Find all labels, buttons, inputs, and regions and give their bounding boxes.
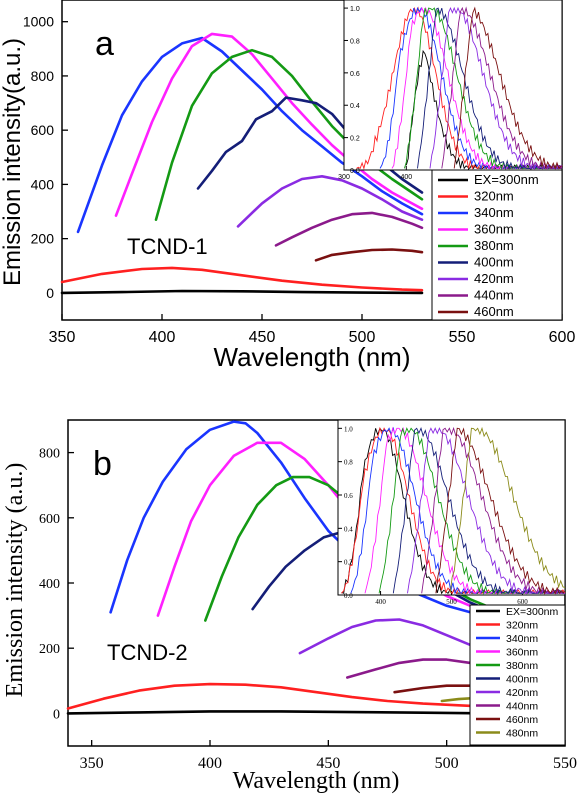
y-tick-label: 0 [53,707,60,722]
x-tick-label: 450 [316,755,340,772]
y-tick-label: 0 [46,285,54,301]
inset-x-tick-label: 300 [338,174,350,181]
panel-a: 0 200 400 600 800 1000 350 400 450 500 550 600 a T… [0,0,575,372]
inset-y-tick-label: 0.8 [344,459,353,467]
legend-entry-label: 480nm [506,728,538,740]
x-tick-label: 350 [80,755,104,772]
panel-a-x-axis-label: Wavelength (nm) [214,342,411,372]
series-line-ex-300nm [66,710,496,715]
panel-a-x-ticks: 350 400 450 500 550 600 [49,314,576,346]
legend-entry-label: 320nm [474,189,514,204]
series-line-340nm [76,36,424,234]
series-line-360nm [114,32,424,217]
x-tick-label: 350 [49,329,76,346]
y-tick-label: 600 [31,122,55,138]
legend-entry-label: 340nm [506,633,538,645]
y-tick-label: 800 [31,68,55,84]
panel-b-y-axis-label: Emission intensity (a.u.) [2,463,28,698]
legend-entry-label: 400nm [474,255,514,270]
inset-x-tick-label: 500 [446,598,457,606]
series-line-420nm [236,175,424,228]
y-tick-label: 400 [31,176,55,192]
series-line-440nm [274,211,424,247]
inset-normalized-curve [421,426,565,595]
series-line-320nm [60,266,424,292]
panel-b-x-ticks: 350 400 450 500 550 [80,740,577,772]
legend-entry-label: 420nm [506,687,538,699]
panel-a-inset: 3004005006000.00.20.40.60.81.0 [338,0,563,181]
panel-b-annotation: TCND-2 [107,640,188,665]
panel-a-y-ticks: 0 200 400 600 800 1000 [23,14,68,301]
legend-entry-label: 340nm [474,205,514,220]
y-tick-label: 800 [39,447,60,462]
y-tick-label: 600 [39,512,60,527]
x-tick-label: 500 [435,755,459,772]
legend-entry-label: 380nm [506,660,538,672]
inset-frame [343,0,563,171]
inset-normalized-curve [453,6,562,170]
inset-normalized-curve [449,426,566,594]
y-tick-label: 400 [39,577,60,592]
legend-entry-label: 460nm [506,714,538,726]
x-tick-label: 550 [553,755,577,772]
inset-y-tick-label: 0.2 [344,559,353,567]
series-line-ex-300nm [60,289,424,295]
panel-b-inset: 400 500 600 0.0 0.2 0.4 0.6 0.8 1.0 [337,419,566,606]
inset-y-tick-label: 0.0 [350,168,360,175]
legend-entry-label: 380nm [474,238,514,253]
series-line-380nm [154,48,424,221]
inset-y-tick-label: 0.4 [350,103,360,110]
legend-entry-label: 360nm [474,222,514,237]
inset-normalized-curve [407,427,566,595]
inset-normalized-curve [350,426,564,595]
legend-entry-label: 360nm [506,647,538,659]
x-tick-label: 500 [349,329,376,346]
panel-b-x-axis-label: Wavelength (nm) [233,768,400,794]
y-tick-label: 200 [31,231,55,247]
inset-y-tick-label: 0.6 [350,71,360,78]
inset-y-tick-label: 0.6 [344,492,353,500]
series-line-320nm [66,682,496,710]
legend-box [469,604,566,746]
x-tick-label: 600 [549,329,576,346]
x-tick-label: 550 [449,329,476,346]
panel-a-annotation: TCND-1 [127,234,208,259]
panel-b-y-ticks: 0 200 400 600 800 [39,447,74,722]
x-tick-label: 450 [249,329,276,346]
legend-entry-label: 400nm [506,674,538,686]
inset-y-tick-label: 1.0 [350,6,360,13]
series-line-460nm [314,248,424,262]
legend-entry-label: 460nm [474,304,514,319]
inset-y-tick-label: 1.0 [344,425,353,433]
legend-entry-label: 420nm [474,271,514,286]
inset-normalized-curve [435,427,564,595]
legend-entry-label: 440nm [506,701,538,713]
series-line-420nm [298,618,496,655]
legend-entry-label: 440nm [474,288,514,303]
inset-x-tick-label: 600 [517,598,528,606]
panel-b: 0 200 400 600 800 350 400 450 500 550 b TCND-2 W… [2,419,577,794]
y-tick-label: 200 [39,642,60,657]
x-tick-label: 400 [198,755,222,772]
panel-a-label: a [95,25,114,63]
legend-entry-label: 320nm [506,620,538,632]
inset-y-tick-label: 0.4 [344,525,353,533]
legend-entry-label: EX=300nm [474,172,539,187]
panel-a-y-axis-label: Emission intensity(a.u.) [0,38,26,286]
legend-entry-label: EX=300nm [506,606,558,618]
inset-x-tick-label: 400 [375,598,386,606]
panel-b-label: b [93,445,112,483]
inset-y-tick-label: 0.8 [350,38,360,45]
inset-y-tick-label: 0.0 [344,592,353,600]
y-tick-label: 1000 [23,14,54,30]
inset-x-tick-label: 400 [400,174,412,181]
x-tick-label: 400 [149,329,176,346]
inset-y-tick-label: 0.2 [350,136,360,143]
series-line-340nm [109,420,520,627]
